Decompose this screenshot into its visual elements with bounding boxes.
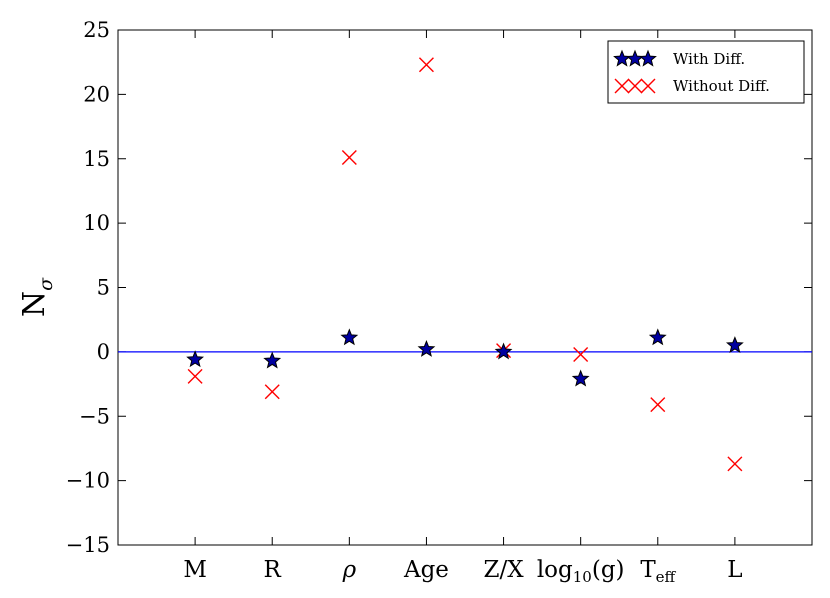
x-marker-stroke	[650, 397, 666, 413]
with-diff-point	[494, 342, 513, 360]
x-category-label: M	[183, 557, 207, 583]
x-marker-stroke	[640, 78, 656, 94]
y-axis-label: Nσ	[17, 277, 57, 317]
legend-star-icon	[639, 49, 657, 67]
with-diff-point	[648, 328, 667, 346]
legend-label-with-diff: With Diff.	[673, 50, 745, 68]
y-tick-label: 20	[83, 82, 110, 106]
with-diff-point	[571, 369, 590, 387]
x-marker-stroke	[341, 149, 357, 165]
plot-frame	[117, 29, 813, 546]
with-diff-point	[725, 336, 744, 354]
x-category-label: R	[264, 557, 282, 583]
legend-x-icon	[640, 78, 656, 94]
legend-label-without-diff: Without Diff.	[673, 77, 770, 95]
y-tick-label: −5	[79, 404, 110, 428]
y-tick-label: −10	[66, 469, 110, 493]
with-diff-point	[417, 339, 436, 357]
without-diff-point	[727, 456, 743, 472]
y-tick-label: 0	[97, 340, 110, 364]
x-marker-stroke	[614, 78, 630, 94]
x-marker-stroke	[573, 346, 589, 362]
with-diff-point	[263, 351, 282, 369]
legend-x-icon	[614, 78, 630, 94]
x-marker-stroke	[264, 384, 280, 400]
y-tick-label: 25	[83, 18, 110, 42]
y-tick-label: 10	[83, 211, 110, 235]
without-diff-point	[264, 384, 280, 400]
x-marker-stroke	[187, 368, 203, 384]
without-diff-point	[341, 149, 357, 165]
without-diff-point	[187, 368, 203, 384]
x-category-label: Age	[403, 557, 449, 583]
x-category-label: log10(g)	[537, 557, 625, 586]
x-category-label: L	[727, 557, 742, 583]
with-diff-point	[186, 350, 205, 368]
y-tick-label: −15	[66, 533, 110, 557]
x-marker-stroke	[727, 456, 743, 472]
x-marker-stroke	[627, 78, 643, 94]
x-category-label: Teff	[640, 557, 676, 586]
x-category-label: Z/X	[484, 557, 525, 583]
x-marker-stroke	[418, 57, 434, 73]
x-category-label: ρ	[342, 557, 357, 583]
with-diff-point	[340, 328, 359, 346]
y-tick-label: 15	[83, 147, 110, 171]
without-diff-point	[650, 397, 666, 413]
without-diff-point	[573, 346, 589, 362]
legend-x-icon	[627, 78, 643, 94]
without-diff-point	[418, 57, 434, 73]
y-tick-label: 5	[97, 276, 110, 300]
